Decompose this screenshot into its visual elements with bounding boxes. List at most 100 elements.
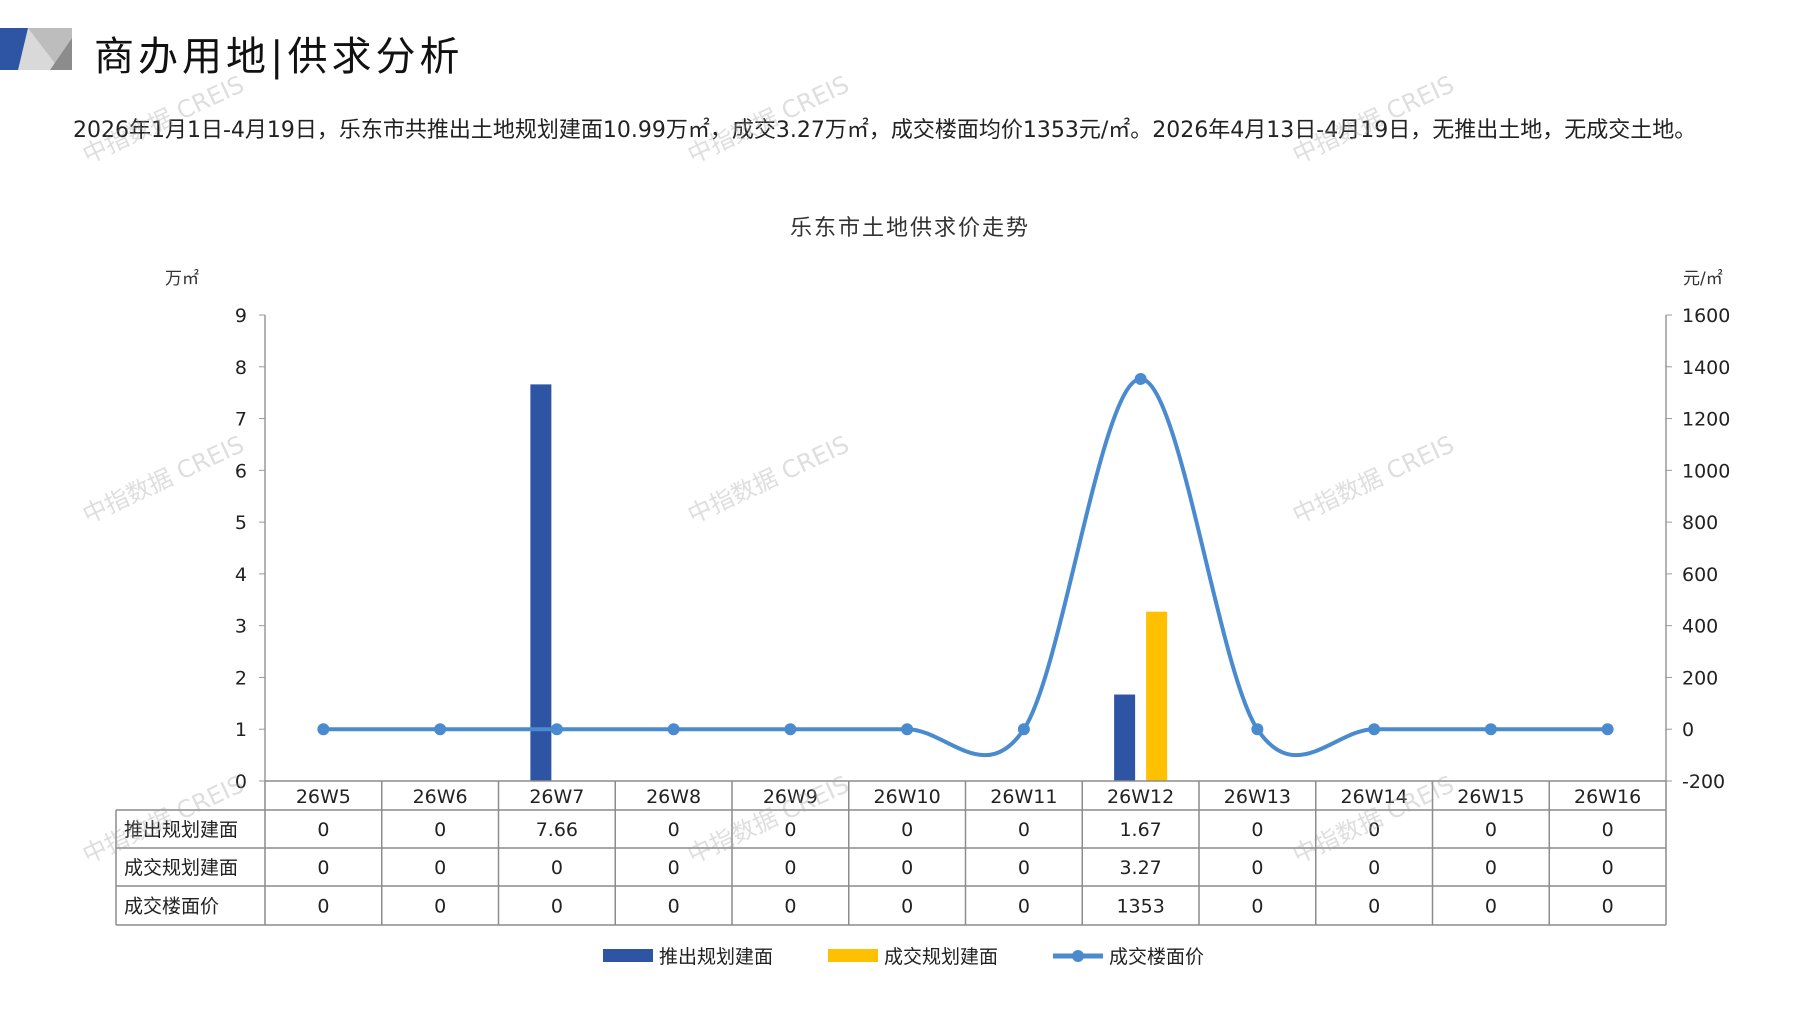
table-cell: 0 xyxy=(1368,819,1380,841)
summary-text: 2026年1月1日-4月19日，乐东市共推出土地规划建面10.99万㎡，成交3.… xyxy=(73,118,1697,143)
table-cell: 0 xyxy=(434,857,446,879)
bar-成交规划建面-26W12 xyxy=(1146,611,1168,781)
legend-label: 成交楼面价 xyxy=(1109,946,1204,968)
right-axis-tick-label: -200 xyxy=(1682,771,1725,793)
table-cell: 3.27 xyxy=(1119,857,1161,879)
line-point-26W6 xyxy=(434,723,447,736)
left-axis-tick-label: 5 xyxy=(235,512,247,534)
left-axis-tick-label: 8 xyxy=(235,357,247,379)
table-cell: 0 xyxy=(1602,896,1614,918)
table-header-cell: 26W14 xyxy=(1341,786,1408,808)
legend-label: 推出规划建面 xyxy=(659,946,773,968)
table-header-cell: 26W5 xyxy=(296,786,351,808)
table-cell: 0 xyxy=(1368,857,1380,879)
table-row-label: 成交规划建面 xyxy=(124,857,238,879)
table-cell: 0 xyxy=(901,819,913,841)
table-cell: 0 xyxy=(551,857,563,879)
table-header-cell: 26W11 xyxy=(990,786,1057,808)
legend-label: 成交规划建面 xyxy=(884,946,998,968)
line-point-26W11 xyxy=(1017,723,1030,736)
left-axis-tick-label: 6 xyxy=(235,460,247,482)
line-point-26W12 xyxy=(1134,372,1147,385)
table-cell: 0 xyxy=(317,857,329,879)
right-axis-tick-label: 1600 xyxy=(1682,305,1730,327)
table-cell: 0 xyxy=(1251,857,1263,879)
table-cell: 0 xyxy=(317,896,329,918)
table-cell: 0 xyxy=(1251,896,1263,918)
right-axis-tick-label: 1200 xyxy=(1682,409,1730,431)
table-cell: 0 xyxy=(784,896,796,918)
table-cell: 0 xyxy=(668,819,680,841)
table-cell: 0 xyxy=(1485,857,1497,879)
left-axis-tick-label: 2 xyxy=(235,667,247,689)
right-axis-tick-label: 800 xyxy=(1682,512,1718,534)
line-point-26W16 xyxy=(1601,723,1614,736)
table-cell: 0 xyxy=(1018,896,1030,918)
line-point-26W15 xyxy=(1484,723,1497,736)
left-axis-tick-label: 0 xyxy=(235,771,247,793)
table-cell: 0 xyxy=(434,819,446,841)
table-cell: 0 xyxy=(1485,819,1497,841)
table-cell: 0 xyxy=(668,857,680,879)
table-cell: 1353 xyxy=(1116,896,1164,918)
table-header-cell: 26W13 xyxy=(1224,786,1291,808)
table-cell: 0 xyxy=(1368,896,1380,918)
right-axis-tick-label: 1000 xyxy=(1682,460,1730,482)
table-header-cell: 26W8 xyxy=(646,786,701,808)
legend-swatch-推出规划建面 xyxy=(603,949,653,962)
line-point-26W8 xyxy=(667,723,680,736)
right-axis-tick-label: 1400 xyxy=(1682,357,1730,379)
line-point-26W9 xyxy=(784,723,797,736)
left-axis-tick-label: 9 xyxy=(235,305,247,327)
chart-title: 乐东市土地供求价走势 xyxy=(790,216,1030,241)
legend-marker xyxy=(1072,950,1084,962)
table-cell: 7.66 xyxy=(536,819,578,841)
line-point-26W14 xyxy=(1368,723,1381,736)
table-cell: 0 xyxy=(668,896,680,918)
table-cell: 1.67 xyxy=(1119,819,1161,841)
table-header-cell: 26W7 xyxy=(529,786,584,808)
left-axis-tick-label: 4 xyxy=(235,564,247,586)
left-axis-tick-label: 1 xyxy=(235,719,247,741)
left-axis-tick-label: 3 xyxy=(235,616,247,638)
right-axis-tick-label: 200 xyxy=(1682,667,1718,689)
table-row-label: 推出规划建面 xyxy=(124,819,238,841)
table-cell: 0 xyxy=(1602,819,1614,841)
table-cell: 0 xyxy=(1485,896,1497,918)
left-axis-unit: 万㎡ xyxy=(165,269,199,289)
table-cell: 0 xyxy=(551,896,563,918)
line-point-26W7 xyxy=(550,723,563,736)
table-header-cell: 26W10 xyxy=(874,786,941,808)
right-axis-unit: 元/㎡ xyxy=(1683,269,1723,289)
table-cell: 0 xyxy=(434,896,446,918)
table-cell: 0 xyxy=(1018,857,1030,879)
bar-推出规划建面-26W7 xyxy=(530,384,552,781)
table-header-cell: 26W12 xyxy=(1107,786,1174,808)
line-point-26W13 xyxy=(1251,723,1264,736)
header-logo xyxy=(0,28,72,70)
table-cell: 0 xyxy=(784,819,796,841)
table-cell: 0 xyxy=(1018,819,1030,841)
table-header-cell: 26W9 xyxy=(763,786,818,808)
right-axis-tick-label: 600 xyxy=(1682,564,1718,586)
page-title: 商办用地|供求分析 xyxy=(94,34,464,80)
line-point-26W5 xyxy=(317,723,330,736)
table-cell: 0 xyxy=(901,896,913,918)
table-cell: 0 xyxy=(1251,819,1263,841)
table-header-cell: 26W6 xyxy=(413,786,468,808)
table-cell: 0 xyxy=(784,857,796,879)
bar-推出规划建面-26W12 xyxy=(1114,694,1136,781)
legend-swatch-成交规划建面 xyxy=(828,949,878,962)
table-cell: 0 xyxy=(1602,857,1614,879)
right-axis-tick-label: 0 xyxy=(1682,719,1694,741)
table-cell: 0 xyxy=(901,857,913,879)
line-成交楼面价 xyxy=(323,376,1608,758)
table-row-label: 成交楼面价 xyxy=(124,896,219,918)
table-cell: 0 xyxy=(317,819,329,841)
right-axis-tick-label: 400 xyxy=(1682,616,1718,638)
left-axis-tick-label: 7 xyxy=(235,409,247,431)
line-point-26W10 xyxy=(901,723,914,736)
table-header-cell: 26W16 xyxy=(1574,786,1641,808)
table-header-cell: 26W15 xyxy=(1457,786,1524,808)
